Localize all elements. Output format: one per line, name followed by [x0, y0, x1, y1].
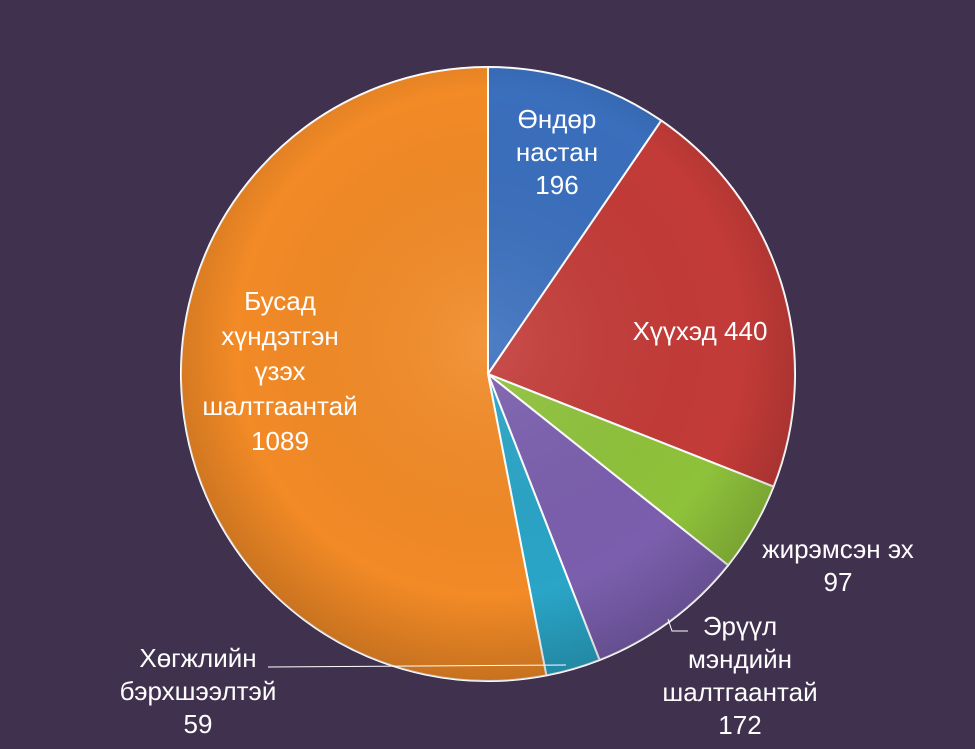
slice-label-line: мэндийн [688, 644, 792, 674]
slice-label-line: Өндөр [518, 104, 597, 134]
slice-label-line: 97 [824, 567, 853, 597]
slice-label-line: бэрхшээлтэй [120, 676, 277, 706]
slice-label-line: Бусад [244, 286, 316, 316]
slice-label-line: жирэмсэн эх [762, 534, 914, 564]
slice-label-line: настан [516, 137, 598, 167]
leader-line-5 [267, 664, 567, 668]
slice-label-4: Эрүүл мэндийн шалтгаантай 172 [662, 611, 817, 740]
leader-lines [267, 618, 688, 668]
leader-line-4 [667, 618, 688, 632]
slice-label-line: Эрүүл [703, 611, 777, 641]
slice-label-6: Бусад хүндэтгэн үзэх шалтгаантай 1089 [202, 286, 357, 456]
slice-label-line: үзэх [255, 356, 306, 386]
slice-label-1: Өндөр настан 196 [516, 104, 598, 200]
slice-label-5: Хөгжлийн бэрхшээлтэй 59 [120, 643, 277, 739]
slice-label-line: Хүүхэд 440 [633, 316, 768, 346]
slice-label-line: 196 [535, 170, 578, 200]
slice-label-line: 59 [184, 709, 213, 739]
slice-label-line: 1089 [251, 426, 309, 456]
slice-label-line: Хөгжлийн [139, 643, 256, 673]
slice-label-line: шалтгаантай [662, 677, 817, 707]
slice-label-line: шалтгаантай [202, 391, 357, 421]
slice-label-line: 172 [718, 710, 761, 740]
slice-label-2: Хүүхэд 440 [633, 316, 768, 346]
slice-label-line: хүндэтгэн [221, 321, 339, 351]
slice-label-3: жирэмсэн эх 97 [762, 534, 914, 597]
